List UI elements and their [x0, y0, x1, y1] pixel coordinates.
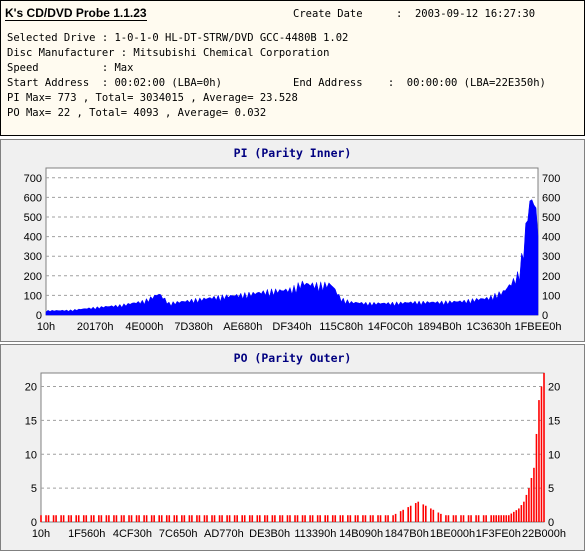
po-chart-panel: PO (Parity Outer) 0 0 5 5 10 10 15 15 20 20 10h 1F5…: [0, 344, 585, 551]
pi-y-tick-label-right: 600: [542, 192, 560, 204]
pi-summary: PI Max= 773 , Total= 3034015 , Average= …: [7, 92, 298, 104]
pi-y-tick-label-right: 100: [542, 290, 560, 302]
po-y-tick-label: 5: [31, 483, 37, 495]
po-x-tick-label: 113390h: [294, 528, 336, 540]
pi-y-tick-label: 100: [24, 290, 42, 302]
pi-series-area: [45, 199, 539, 316]
po-chart: 0 0 5 5 10 10 15 15 20 20 10h 1F560h 4CF30h 7C650h AD7…: [25, 372, 566, 540]
selected-drive: Selected Drive : 1-0-1-0 HL-DT-STRW/DVD …: [7, 32, 349, 44]
pi-y-tick-label: 300: [24, 251, 42, 263]
pi-x-tick-label: 1FBEE0h: [514, 321, 561, 333]
po-y-tick-label-right: 5: [548, 483, 554, 495]
pi-x-tick-label: 1894B0h: [418, 321, 462, 333]
po-y-tick-label-right: 10: [548, 449, 560, 461]
pi-y-tick-label-right: 500: [542, 212, 560, 224]
po-x-tick-label: 1BE000h: [430, 528, 475, 540]
pi-y-tick-label-right: 0: [542, 310, 548, 322]
po-y-tick-label-right: 0: [548, 517, 554, 529]
po-x-tick-label: 1F560h: [68, 528, 105, 540]
pi-x-tick-label: 7D380h: [174, 321, 213, 333]
po-summary: PO Max= 22 , Total= 4093 , Average= 0.03…: [7, 107, 267, 119]
pi-y-tick-label-right: 700: [542, 173, 560, 185]
pi-x-tick-label: AE680h: [223, 321, 262, 333]
pi-x-tick-label: 14F0C0h: [368, 321, 413, 333]
po-y-tick-label-right: 20: [548, 382, 560, 394]
pi-y-tick-label: 200: [24, 271, 42, 283]
pi-chart-panel: PI (Parity Inner) 0 0 100 100 200 200 300 300 40…: [0, 139, 585, 342]
po-y-tick-label: 20: [25, 382, 37, 394]
pi-x-tick-label: 4E000h: [125, 321, 163, 333]
pi-y-tick-label: 400: [24, 232, 42, 244]
pi-x-tick-label: 1C3630h: [466, 321, 511, 333]
pi-y-tick-label-right: 400: [542, 232, 560, 244]
speed: Speed : Max: [7, 62, 134, 74]
po-x-tick-label: 22B000h: [522, 528, 566, 540]
pi-chart-title: PI (Parity Inner): [233, 146, 352, 160]
pi-x-tick-label: DF340h: [272, 321, 311, 333]
po-x-tick-label: 4CF30h: [113, 528, 152, 540]
pi-x-tick-label: 115C80h: [319, 321, 363, 333]
disc-manufacturer: Disc Manufacturer : Mitsubishi Chemical …: [7, 47, 330, 59]
pi-y-tick-label-right: 200: [542, 271, 560, 283]
pi-y-tick-label: 700: [24, 173, 42, 185]
pi-y-tick-label: 600: [24, 192, 42, 204]
po-plot-area: [40, 372, 545, 523]
pi-x-tick-label: 20170h: [77, 321, 114, 333]
pi-plot-area: [45, 167, 539, 316]
pi-chart: 0 0 100 100 200 200 300 300 400 400 500 500 600 600 70…: [24, 167, 562, 333]
po-x-tick-label: AD770h: [204, 528, 244, 540]
po-y-tick-label: 15: [25, 415, 37, 427]
po-x-tick-label: DE3B0h: [249, 528, 290, 540]
po-chart-title: PO (Parity Outer): [233, 351, 352, 365]
po-x-tick-label: 10h: [32, 528, 50, 540]
pi-x-tick-label: 10h: [37, 321, 55, 333]
po-x-tick-label: 1847B0h: [385, 528, 429, 540]
po-x-tick-label: 1F3FE0h: [476, 528, 521, 540]
create-date-label: Create Date: [293, 8, 363, 20]
end-address: End Address : 00:00:00 (LBA=22E350h): [293, 77, 546, 89]
po-y-tick-label: 0: [31, 517, 37, 529]
po-y-tick-label: 10: [25, 449, 37, 461]
create-date-value: : 2003-09-12 16:27:30: [396, 8, 536, 20]
po-x-tick-label: 7C650h: [159, 528, 198, 540]
info-panel: K's CD/DVD Probe 1.1.23 Create Date : 20…: [0, 0, 585, 136]
po-x-tick-label: 14B090h: [339, 528, 383, 540]
pi-y-tick-label: 500: [24, 212, 42, 224]
po-y-tick-label-right: 15: [548, 415, 560, 427]
pi-y-tick-label: 0: [36, 310, 42, 322]
start-address: Start Address : 00:02:00 (LBA=0h): [7, 77, 222, 89]
app-title: K's CD/DVD Probe 1.1.23: [5, 6, 147, 21]
pi-y-tick-label-right: 300: [542, 251, 560, 263]
